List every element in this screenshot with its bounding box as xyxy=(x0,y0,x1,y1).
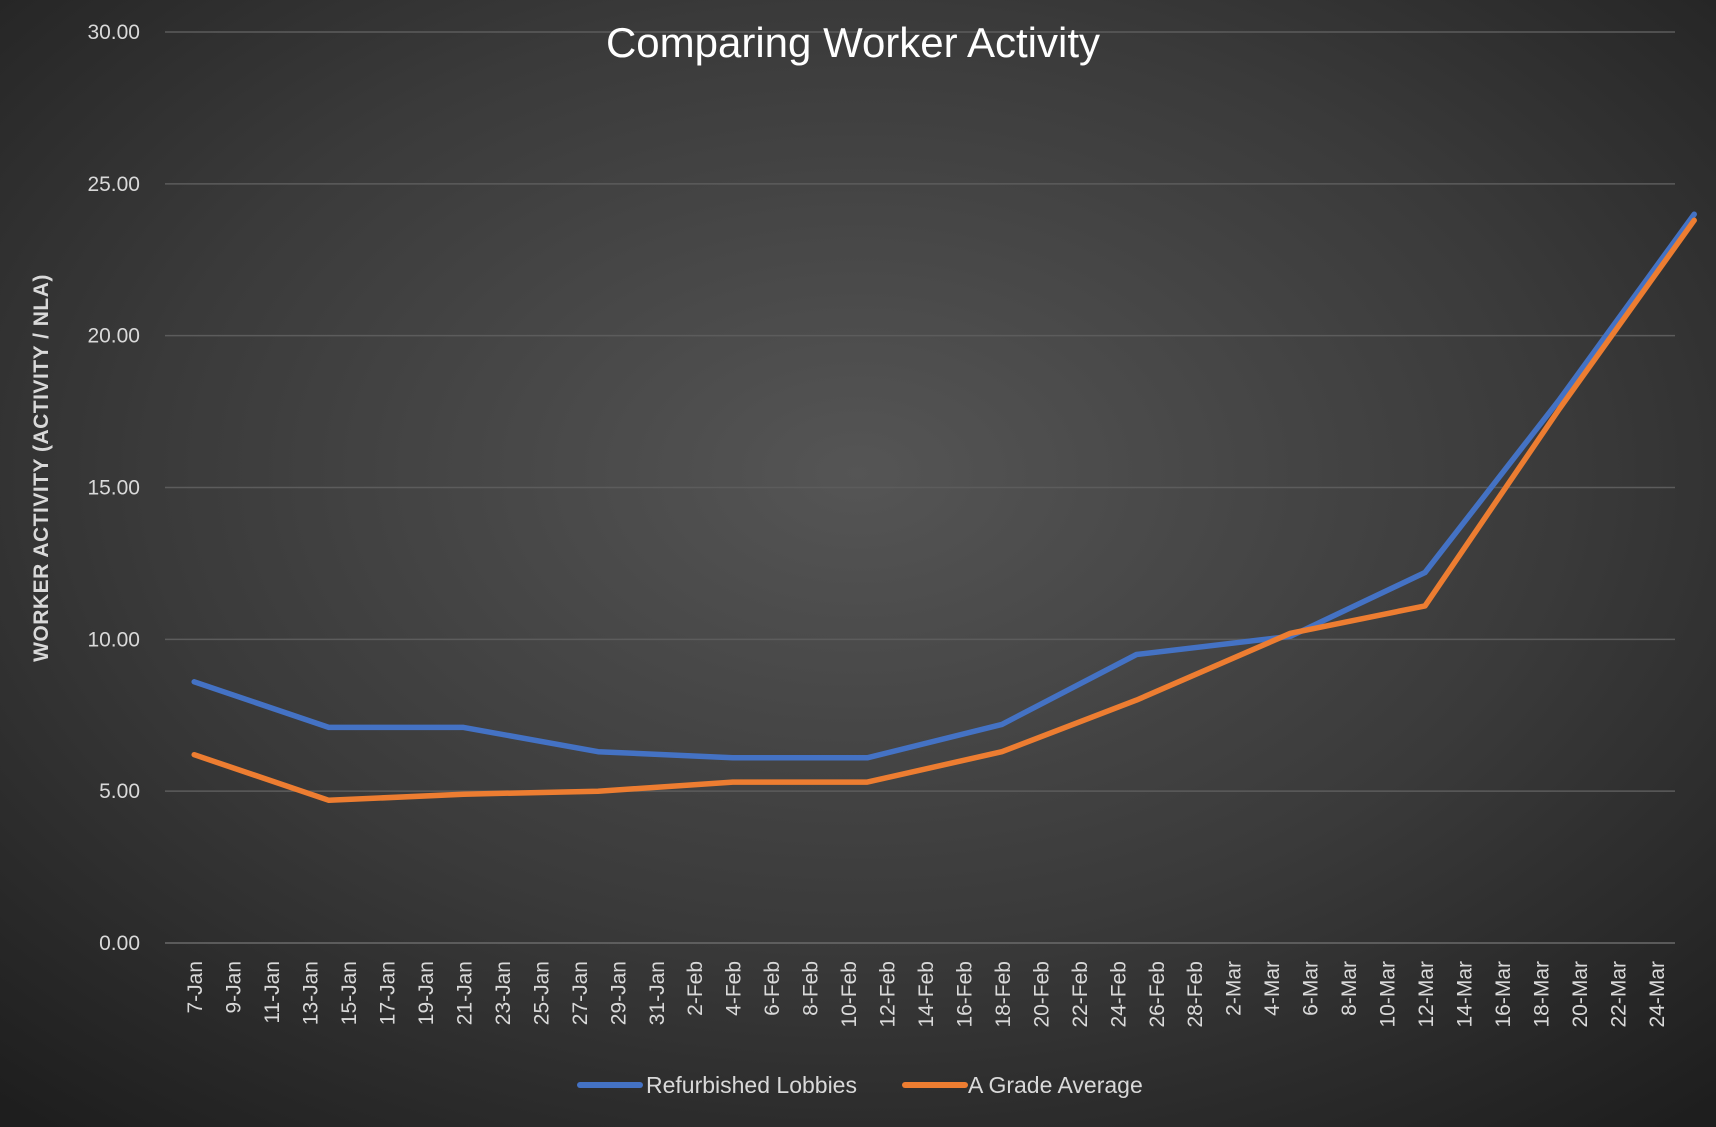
x-tick-label: 12-Feb xyxy=(877,961,900,1028)
series-line xyxy=(191,211,1697,761)
x-axis-ticks: 7-Jan 9-Jan 11-Jan 13-Jan 15-Jan 17-Jan 19-Jan… xyxy=(184,961,1669,1028)
legend-label: A Grade Average xyxy=(968,1072,1143,1098)
legend: Refurbished Lobbies A Grade Average xyxy=(577,1072,1143,1098)
x-tick-label: 18-Mar xyxy=(1530,961,1553,1028)
x-tick-label: 11-Jan xyxy=(261,961,284,1024)
y-tick-label: 5.00 xyxy=(99,780,140,803)
x-tick-label: 16-Feb xyxy=(953,961,976,1028)
x-tick-label: 22-Mar xyxy=(1607,961,1630,1028)
x-tick-label: 24-Feb xyxy=(1107,961,1130,1028)
y-tick-label: 30.00 xyxy=(87,21,140,44)
y-axis-ticks: 0.00 5.00 10.00 15.00 20.00 25.00 30.00 xyxy=(87,21,140,955)
x-tick-label: 2-Mar xyxy=(1223,961,1246,1016)
x-tick-label: 2-Feb xyxy=(684,961,707,1016)
gridlines xyxy=(165,31,1675,944)
x-tick-label: 14-Mar xyxy=(1453,961,1476,1028)
x-tick-label: 9-Jan xyxy=(223,961,246,1014)
series-lines xyxy=(191,211,1697,804)
x-tick-label: 15-Jan xyxy=(338,961,361,1025)
x-tick-label: 6-Mar xyxy=(1300,961,1323,1016)
y-tick-label: 0.00 xyxy=(99,932,140,955)
x-tick-label: 14-Feb xyxy=(915,961,938,1028)
x-tick-label: 29-Jan xyxy=(607,961,630,1025)
x-tick-label: 19-Jan xyxy=(415,961,438,1025)
x-tick-label: 8-Mar xyxy=(1338,961,1361,1016)
x-tick-label: 20-Mar xyxy=(1569,961,1592,1028)
x-tick-label: 7-Jan xyxy=(184,961,207,1014)
x-tick-label: 22-Feb xyxy=(1069,961,1092,1028)
x-tick-label: 23-Jan xyxy=(492,961,515,1025)
legend-label: Refurbished Lobbies xyxy=(646,1072,857,1098)
x-tick-label: 12-Mar xyxy=(1415,961,1438,1028)
x-tick-label: 10-Feb xyxy=(838,961,861,1028)
x-tick-label: 21-Jan xyxy=(453,961,476,1025)
chart-title: Comparing Worker Activity xyxy=(606,19,1100,66)
x-tick-label: 10-Mar xyxy=(1377,961,1400,1028)
y-tick-label: 15.00 xyxy=(87,477,140,500)
x-tick-label: 25-Jan xyxy=(530,961,553,1025)
x-tick-label: 28-Feb xyxy=(1184,961,1207,1028)
x-tick-label: 27-Jan xyxy=(569,961,592,1025)
x-tick-label: 18-Feb xyxy=(992,961,1015,1028)
x-tick-label: 16-Mar xyxy=(1492,961,1515,1028)
x-tick-label: 13-Jan xyxy=(300,961,323,1025)
y-tick-label: 10.00 xyxy=(87,628,140,651)
y-tick-label: 25.00 xyxy=(87,173,140,196)
x-tick-label: 17-Jan xyxy=(377,961,400,1025)
series-line xyxy=(191,217,1697,804)
x-tick-label: 24-Mar xyxy=(1646,961,1669,1028)
y-tick-label: 20.00 xyxy=(87,325,140,348)
x-tick-label: 31-Jan xyxy=(646,961,669,1025)
x-tick-label: 4-Feb xyxy=(723,961,746,1016)
x-tick-label: 6-Feb xyxy=(761,961,784,1016)
x-tick-label: 4-Mar xyxy=(1261,961,1284,1016)
x-tick-label: 8-Feb xyxy=(800,961,823,1016)
x-tick-label: 20-Feb xyxy=(1030,961,1053,1028)
x-tick-label: 26-Feb xyxy=(1146,961,1169,1028)
y-axis-label: WORKER ACTIVITY (ACTIVITY / NLA) xyxy=(30,274,53,662)
